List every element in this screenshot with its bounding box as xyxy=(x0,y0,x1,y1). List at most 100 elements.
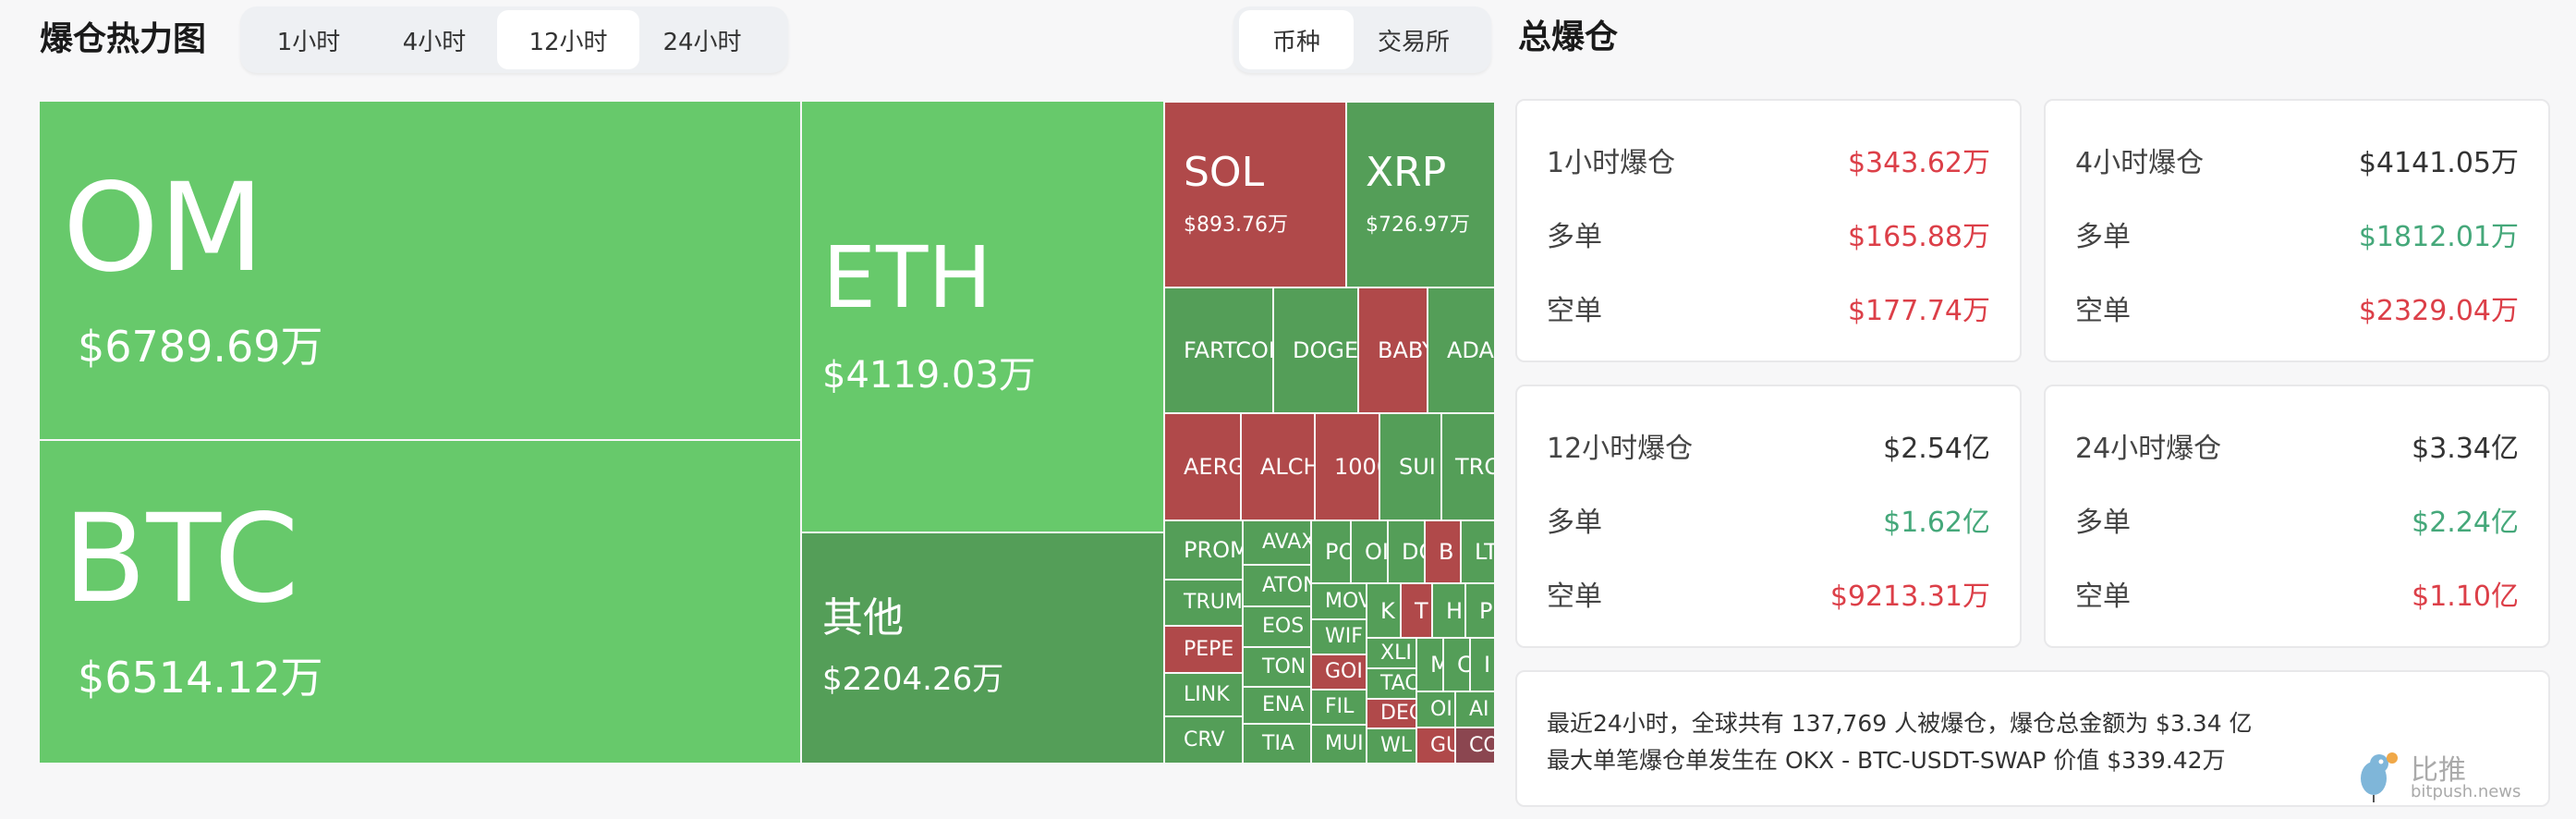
tile-goi[interactable]: GOI xyxy=(1312,655,1366,689)
tile-btc[interactable]: BTC $6514.12万 xyxy=(40,441,800,763)
tile-name: TRUM xyxy=(1184,591,1242,614)
tile-name: M xyxy=(1430,652,1442,678)
tile-dec[interactable]: DEC xyxy=(1367,700,1416,727)
tile-h[interactable]: H xyxy=(1433,584,1464,637)
tile-lt[interactable]: LT xyxy=(1462,521,1494,582)
card-total: $3.34亿 xyxy=(2412,433,2519,465)
tile-sol[interactable]: SOL $893.76万 xyxy=(1165,103,1345,287)
long-value: $1.62亿 xyxy=(1883,507,1990,539)
tile-om[interactable]: OM $6789.69万 xyxy=(40,102,800,439)
tile-name: GU xyxy=(1430,733,1454,757)
tile-ena[interactable]: ENA xyxy=(1244,688,1310,723)
tile-i[interactable]: I xyxy=(1471,639,1494,691)
long-label: 多单 xyxy=(1547,221,1602,253)
tile-name: TON xyxy=(1262,654,1306,678)
card-label: 1小时爆仓 xyxy=(1547,147,1676,179)
tile-1000[interactable]: 1000 xyxy=(1316,414,1379,520)
tile-c[interactable]: C xyxy=(1444,639,1469,691)
card-total: $343.62万 xyxy=(1847,147,1990,179)
tile-alch[interactable]: ALCH xyxy=(1242,414,1314,520)
tile-eth[interactable]: ETH $4119.03万 xyxy=(802,102,1163,532)
tile-name: TRO xyxy=(1455,454,1494,480)
tile-xrp[interactable]: XRP $726.97万 xyxy=(1347,103,1494,287)
long-value: $165.88万 xyxy=(1847,221,1990,253)
tile-ai[interactable]: AI xyxy=(1456,692,1494,727)
tile-tia[interactable]: TIA xyxy=(1244,725,1310,763)
tile-wl[interactable]: WL xyxy=(1367,729,1416,763)
tile-mov[interactable]: MOV xyxy=(1312,584,1366,618)
tile-value: $6789.69万 xyxy=(78,321,323,372)
tile-name: TAC xyxy=(1380,671,1416,695)
tile-trum[interactable]: TRUM xyxy=(1165,581,1242,625)
tile-name: CRV xyxy=(1184,727,1225,752)
tile-eos[interactable]: EOS xyxy=(1244,607,1310,646)
total-liquidation-title: 总爆仓 xyxy=(1518,18,1619,56)
tile-fil[interactable]: FIL xyxy=(1312,691,1366,724)
tile-value: $2204.26万 xyxy=(822,660,1004,698)
tab-12h[interactable]: 12小时 xyxy=(497,10,639,69)
short-label: 空单 xyxy=(1547,581,1602,613)
card-label: 4小时爆仓 xyxy=(2075,147,2205,179)
tile-name: XRP xyxy=(1366,148,1447,196)
tile-crv[interactable]: CRV xyxy=(1165,717,1242,763)
tile-prom[interactable]: PROM xyxy=(1165,521,1242,579)
tile-sui[interactable]: SUI xyxy=(1380,414,1440,520)
tile-ada[interactable]: ADA xyxy=(1428,288,1494,412)
tile-其他[interactable]: 其他 $2204.26万 xyxy=(802,533,1163,763)
tile-oi[interactable]: OI xyxy=(1352,521,1387,582)
tile-k[interactable]: K xyxy=(1367,584,1400,637)
tile-name: K xyxy=(1380,597,1395,624)
tile-tro[interactable]: TRO xyxy=(1442,414,1494,520)
tile-b[interactable]: B xyxy=(1426,521,1460,582)
tab-1h[interactable]: 1小时 xyxy=(276,28,341,56)
tile-doge[interactable]: DOGE xyxy=(1274,288,1357,412)
tile-avax[interactable]: AVAX xyxy=(1244,521,1310,564)
tile-pepe[interactable]: PEPE xyxy=(1165,627,1242,672)
summary-line-2: 最大单笔爆仓单发生在 OKX - BTC-USDT-SWAP 价值 $339.4… xyxy=(1547,747,2226,774)
tile-po[interactable]: PO xyxy=(1312,521,1350,582)
tile-oi[interactable]: OI xyxy=(1417,692,1454,727)
tab-24h[interactable]: 24小时 xyxy=(662,28,742,56)
short-label: 空单 xyxy=(2075,581,2131,613)
tile-xli[interactable]: XLI xyxy=(1367,639,1416,667)
tile-value: $726.97万 xyxy=(1366,213,1470,237)
tile-name: ETH xyxy=(822,227,992,327)
toggle-coin[interactable]: 币种 xyxy=(1239,10,1354,69)
tile-name: I xyxy=(1484,652,1491,678)
toggle-exchange[interactable]: 交易所 xyxy=(1377,28,1450,56)
bitpush-watermark: 比推 bitpush.news xyxy=(2353,751,2538,806)
tile-value: $893.76万 xyxy=(1184,213,1288,237)
tile-name: C xyxy=(1457,652,1469,678)
tile-aerg[interactable]: AERG xyxy=(1165,414,1240,520)
tile-co[interactable]: CO xyxy=(1456,728,1494,763)
watermark-domain: bitpush.news xyxy=(2411,782,2521,801)
card-4h: 4小时爆仓 $4141.05万 多单 $1812.01万 空单 $2329.04万 xyxy=(2044,99,2550,362)
tile-do[interactable]: DO xyxy=(1389,521,1424,582)
view-toggle: 币种 交易所 xyxy=(1233,6,1491,73)
tile-gu[interactable]: GU xyxy=(1417,728,1454,763)
tile-name: 1000 xyxy=(1334,454,1379,480)
bird-logo-icon xyxy=(2361,752,2398,802)
short-value: $1.10亿 xyxy=(2412,581,2519,613)
tile-m[interactable]: M xyxy=(1417,639,1442,691)
tile-aton[interactable]: ATON xyxy=(1244,566,1310,605)
tile-p[interactable]: P xyxy=(1466,584,1494,637)
tile-name: LINK xyxy=(1184,682,1230,706)
tile-name: EOS xyxy=(1262,615,1305,638)
tile-name: PEPE xyxy=(1184,637,1234,661)
tile-fartcoi[interactable]: FARTCOI xyxy=(1165,288,1272,412)
tile-tac[interactable]: TAC xyxy=(1367,669,1416,698)
tile-name: BTC xyxy=(63,488,299,630)
tile-link[interactable]: LINK xyxy=(1165,674,1242,715)
tile-ton[interactable]: TON xyxy=(1244,648,1310,686)
tile-name: TIA xyxy=(1262,731,1294,755)
tile-t[interactable]: T xyxy=(1402,584,1431,637)
tile-name: ATON xyxy=(1262,573,1310,597)
tile-name: MUI xyxy=(1325,732,1364,755)
tile-wif[interactable]: WIF xyxy=(1312,620,1366,654)
time-range-tabs: 1小时 4小时 12小时 24小时 xyxy=(240,6,788,73)
tile-mui[interactable]: MUI xyxy=(1312,726,1366,763)
tab-4h[interactable]: 4小时 xyxy=(402,28,467,56)
short-label: 空单 xyxy=(1547,295,1602,327)
tile-baby[interactable]: BABY xyxy=(1359,288,1427,412)
